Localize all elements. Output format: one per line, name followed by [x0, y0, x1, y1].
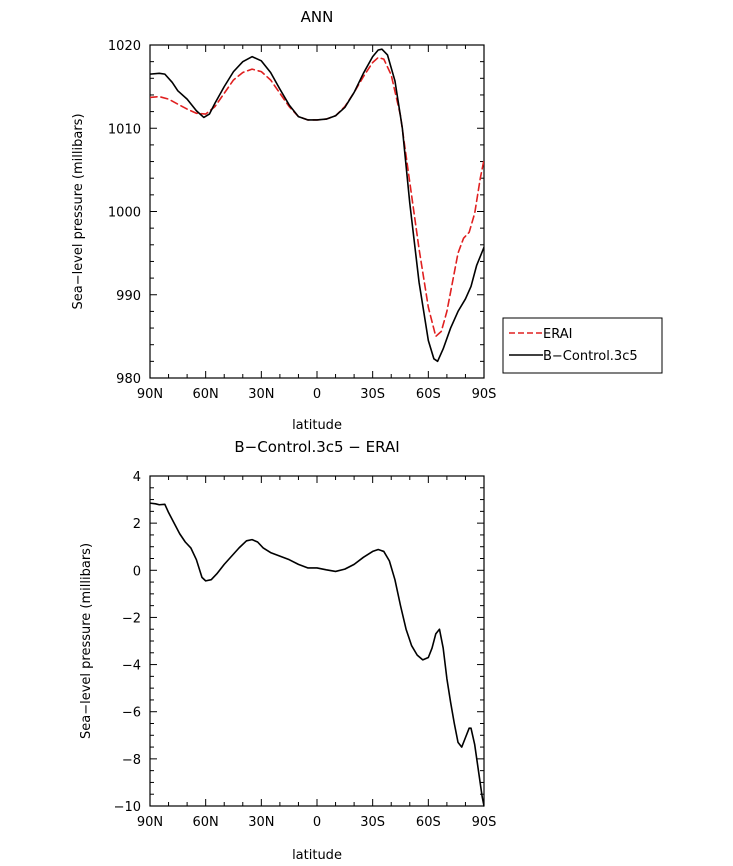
- x-tick-label: 60N: [193, 815, 219, 830]
- x-tick-label: 90N: [137, 815, 163, 830]
- x-tick-label: 30S: [360, 387, 385, 402]
- series-line-b-control-3c5: [150, 48, 484, 363]
- x-tick-label: 90N: [137, 387, 163, 402]
- y-tick-label: 980: [116, 372, 141, 387]
- legend-label: B−Control.3c5: [543, 349, 638, 364]
- series-line-difference: [150, 502, 484, 807]
- x-tick-label: 0: [313, 815, 321, 830]
- y-tick-label: −8: [122, 753, 141, 768]
- y-tick-label: −6: [122, 706, 141, 721]
- x-tick-label: 60S: [416, 387, 441, 402]
- chart-title: B−Control.3c5 − ERAI: [234, 438, 399, 456]
- y-tick-label: 1000: [108, 206, 141, 221]
- x-tick-label: 60N: [193, 387, 219, 402]
- x-tick-label: 0: [313, 387, 321, 402]
- x-tick-label: 90S: [472, 387, 497, 402]
- y-tick-label: −10: [114, 800, 141, 815]
- x-tick-label: 30N: [248, 815, 274, 830]
- y-axis-label: Sea−level pressure (millibars): [79, 543, 94, 739]
- y-tick-label: 2: [133, 517, 141, 532]
- x-tick-label: 30N: [248, 387, 274, 402]
- legend-box: [502, 317, 663, 374]
- chart-panel-2: B−Control.3c5 − ERAI 90N 60N 30N 0 30S 60S 90S −…: [79, 438, 496, 863]
- chart-title: ANN: [301, 8, 334, 26]
- y-tick-label: 1020: [108, 39, 141, 54]
- y-tick-label: 0: [133, 564, 141, 579]
- x-axis-label: latitude: [292, 848, 342, 863]
- y-tick-label: −2: [122, 611, 141, 626]
- y-tick-label: 1010: [108, 122, 141, 137]
- x-axis-label: latitude: [292, 418, 342, 433]
- y-tick-label: −4: [122, 659, 141, 674]
- x-tick-label: 60S: [416, 815, 441, 830]
- legend: ERAI B−Control.3c5: [502, 317, 663, 374]
- legend-label: ERAI: [543, 327, 572, 342]
- y-tick-label: 990: [116, 289, 141, 304]
- x-tick-label: 30S: [360, 815, 385, 830]
- chart-panel-1: ANN 90N 60N 30N 0 30S 60S 90S 980 990 1000 1010 1020…: [71, 8, 663, 433]
- x-tick-label: 90S: [472, 815, 497, 830]
- series-line-erai: [150, 56, 484, 338]
- y-tick-label: 4: [133, 470, 141, 485]
- y-axis-label: Sea−level pressure (millibars): [71, 113, 86, 309]
